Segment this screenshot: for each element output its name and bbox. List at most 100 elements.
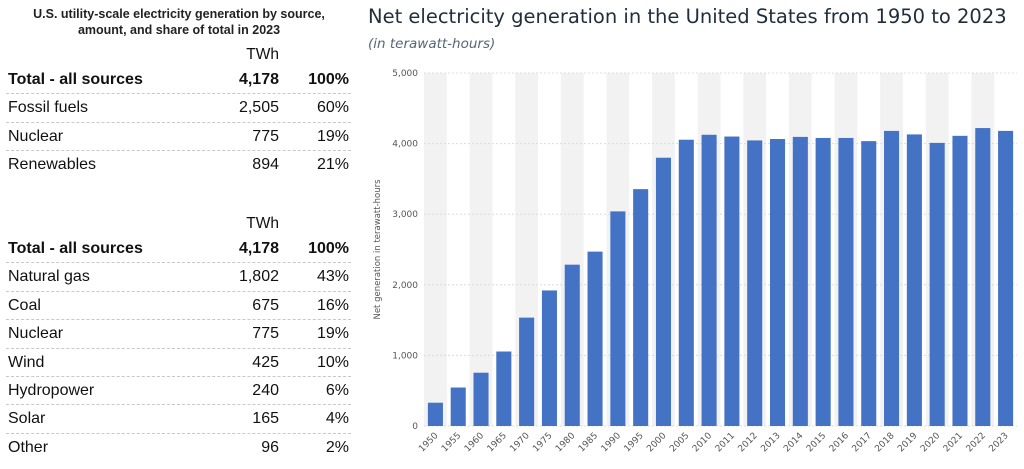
twh-value: 425 [252, 353, 279, 371]
share-value: 16% [316, 296, 349, 314]
bar-1950 [427, 402, 443, 426]
y-axis-title: Net generation in terawatt-hours [373, 179, 383, 320]
chart-subtitle: (in terawatt-hours) [368, 36, 496, 52]
bar-2014 [792, 136, 808, 426]
bar-2013 [769, 139, 786, 427]
source-name: Total - all sources [8, 71, 143, 88]
bar-1980 [564, 264, 580, 426]
bar-2018 [884, 130, 900, 426]
x-tick-label: 1985 [577, 431, 600, 454]
tables-title-line2: amount, and share of total in 2023 [77, 23, 281, 37]
table-row: Renewables 894 21% [6, 151, 351, 179]
x-tick-label: 2021 [942, 431, 965, 454]
source-name: Solar [8, 410, 46, 428]
x-tick-label: 2016 [828, 431, 851, 454]
share-value: 60% [316, 99, 349, 117]
detail-table: TWh Total - all sources 4,178 100% Natural … [6, 213, 351, 462]
source-name: Hydropower [8, 381, 95, 399]
x-tick-label: 2023 [987, 431, 1010, 454]
bar-2005 [678, 139, 694, 427]
summary-table: TWh Total - all sources 4,178 100% Fossil f… [6, 44, 351, 180]
table-row: Total - all sources 4,178 100% [6, 66, 351, 95]
source-name: Natural gas [8, 268, 90, 286]
bar-2020 [929, 142, 945, 427]
bar-1965 [496, 351, 512, 426]
x-tick-label: 1960 [463, 431, 486, 454]
share-value: 19% [316, 127, 349, 145]
twh-value: 675 [252, 296, 279, 314]
bar-2012 [747, 140, 763, 426]
detail-table-rows: Total - all sources 4,178 100% Natural gas 1… [6, 235, 351, 462]
bar-2015 [815, 137, 831, 426]
x-tick-label: 1950 [417, 431, 440, 454]
twh-value: 2,505 [238, 99, 279, 117]
table-row: Fossil fuels 2,505 60% [6, 94, 351, 123]
generation-tables-panel: U.S. utility-scale electricity generatio… [0, 0, 358, 469]
table-row: Natural gas 1,802 43% [6, 263, 351, 292]
x-tick-label: 2017 [851, 431, 874, 454]
x-tick-label: 2013 [759, 431, 782, 454]
bar-2017 [861, 141, 877, 426]
x-tick-label: 2018 [873, 431, 896, 454]
share-value: 10% [316, 353, 349, 371]
twh-value: 775 [252, 127, 279, 145]
summary-table-rows: Total - all sources 4,178 100% Fossil fuels… [6, 66, 351, 180]
x-tick-label: 1990 [600, 431, 623, 454]
twh-value: 165 [252, 410, 279, 428]
source-name: Wind [8, 353, 45, 371]
y-tick-label: 1,000 [392, 351, 418, 361]
x-tick-label: 2000 [645, 431, 668, 454]
summary-unit-header: TWh [246, 46, 279, 63]
y-tick-label: 0 [412, 422, 418, 432]
table-row: Other 96 2% [6, 434, 351, 462]
source-name: Coal [8, 296, 41, 314]
x-tick-label: 1980 [554, 431, 577, 454]
bar-1955 [450, 387, 466, 426]
share-value: 43% [316, 268, 349, 286]
y-tick-label: 4,000 [392, 140, 418, 150]
share-value: 6% [325, 381, 349, 399]
source-name: Fossil fuels [8, 99, 89, 117]
tables-title: U.S. utility-scale electricity generatio… [0, 6, 358, 38]
twh-value: 1,802 [238, 268, 279, 286]
table-row: Wind 425 10% [6, 349, 351, 377]
x-tick-label: 2020 [919, 431, 942, 454]
column-band [469, 73, 493, 426]
share-value: 4% [325, 410, 349, 428]
bar-1975 [541, 290, 557, 426]
tables-title-line1: U.S. utility-scale electricity generatio… [33, 7, 325, 21]
table-row: Total - all sources 4,178 100% [6, 235, 351, 264]
share-value: 100% [308, 71, 349, 88]
x-tick-label: 2015 [805, 431, 828, 454]
table-row: Hydropower 240 6% [6, 377, 351, 406]
bar-1960 [473, 372, 489, 426]
bar-2016 [838, 137, 854, 426]
bar-2023 [998, 130, 1014, 426]
x-tick-label: 2005 [668, 431, 691, 454]
source-name: Total - all sources [8, 240, 143, 257]
x-tick-label: 1995 [623, 431, 646, 454]
column-band [424, 73, 447, 426]
x-tick-label: 2019 [896, 431, 919, 454]
bar-1990 [610, 211, 626, 426]
bar-1970 [519, 317, 535, 426]
x-tick-label: 2014 [782, 431, 805, 454]
bar-1995 [633, 189, 649, 426]
source-name: Nuclear [8, 325, 64, 343]
table-row: Nuclear 775 19% [6, 123, 351, 152]
share-value: 19% [316, 325, 349, 343]
table-row: Solar 165 4% [6, 405, 351, 434]
twh-value: 96 [261, 438, 279, 456]
generation-chart-panel: Net electricity generation in the United… [362, 0, 1024, 469]
x-tick-label: 2010 [691, 431, 714, 454]
x-tick-label: 2011 [714, 431, 737, 454]
table-row: Coal 675 16% [6, 292, 351, 321]
x-tick-label: 2022 [965, 431, 988, 454]
twh-value: 4,178 [238, 240, 279, 257]
chart-title: Net electricity generation in the United… [368, 5, 1007, 28]
table-row: Nuclear 775 19% [6, 320, 351, 349]
y-tick-label: 2,000 [392, 281, 418, 291]
twh-value: 775 [252, 325, 279, 343]
bar-1985 [587, 251, 603, 426]
share-value: 21% [316, 156, 349, 174]
